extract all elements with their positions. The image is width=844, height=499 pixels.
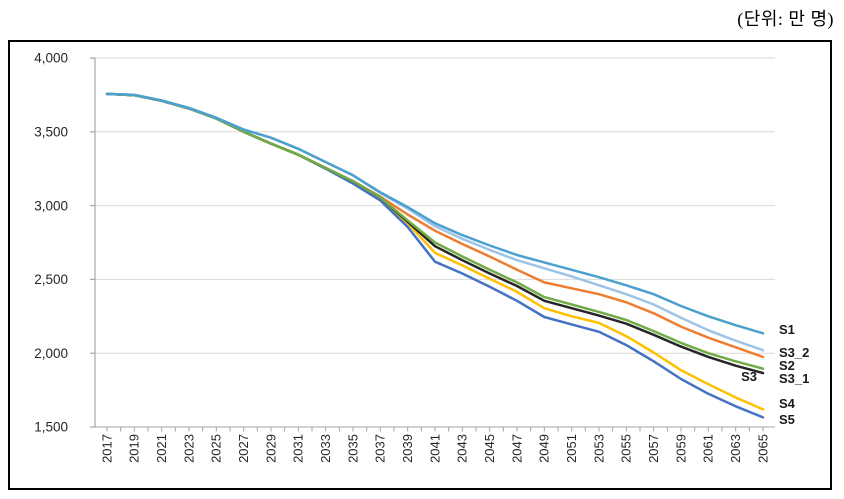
x-tick-label: 2061 [701, 434, 716, 463]
x-tick-label: 2031 [291, 434, 306, 463]
x-tick-label: 2055 [619, 434, 634, 463]
x-tick-label: 2043 [455, 434, 470, 463]
x-axis-tick-labels: 2017 2019 2021 2023 2025 2027 2029 2031 2033 2035… [99, 434, 770, 463]
series-line-S4 [105, 92, 765, 411]
x-tick-label: 2047 [509, 434, 524, 463]
series-label-S3_2: S3_2 [779, 345, 810, 361]
x-tick-label: 2025 [209, 434, 224, 463]
x-tick-label: 2057 [646, 434, 661, 463]
series-line-S5 [105, 92, 765, 419]
x-tick-label: 2023 [181, 434, 196, 463]
series-lines [105, 92, 765, 419]
x-tick-label: 2037 [373, 434, 388, 463]
y-tick-label: 1,500 [34, 420, 68, 435]
x-tick-label: 2049 [537, 434, 552, 463]
series-label-S3: S3 [741, 369, 757, 385]
y-tick-label: 2,500 [34, 272, 68, 287]
x-tick-label: 2019 [127, 434, 142, 463]
x-tick-label: 2029 [263, 434, 278, 463]
x-tick-label: 2041 [427, 434, 442, 463]
x-tick-label: 2053 [591, 434, 606, 463]
series-label-S1: S1 [779, 322, 795, 338]
x-tick-label: 2045 [482, 434, 497, 463]
y-tick-label: 3,000 [34, 198, 68, 213]
series-label-S5: S5 [779, 412, 795, 428]
y-tick-label: 3,500 [34, 125, 68, 140]
series-label-S4: S4 [779, 396, 795, 412]
y-tick-label: 2,000 [34, 346, 68, 361]
x-tick-label: 2039 [400, 434, 415, 463]
x-tick-label: 2017 [99, 434, 114, 463]
x-tick-label: 2059 [673, 434, 688, 463]
chart-frame [8, 40, 832, 490]
x-tick-label: 2033 [318, 434, 333, 463]
series-line-S1 [105, 92, 765, 335]
x-tick-label: 2065 [755, 434, 770, 463]
x-tick-label: 2063 [728, 434, 743, 463]
x-tick-label: 2027 [236, 434, 251, 463]
y-axis-tick-labels: 4,000 3,500 3,000 2,500 2,000 1,500 [34, 51, 68, 435]
x-tick-label: 2021 [154, 434, 169, 463]
y-tick-label: 4,000 [34, 51, 68, 66]
series-label-S2: S2 [779, 357, 795, 373]
x-tick-label: 2035 [345, 434, 360, 463]
series-line-S3 [105, 92, 765, 375]
x-tick-label: 2051 [564, 434, 579, 463]
axes [90, 57, 764, 432]
series-label-S3_1: S3_1 [779, 370, 810, 386]
unit-label: (단위: 만 명) [737, 9, 834, 29]
